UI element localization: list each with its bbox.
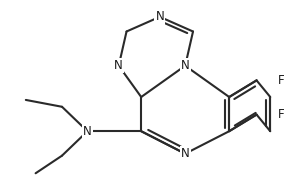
Text: N: N [114,59,123,72]
Text: N: N [155,10,164,23]
Text: N: N [181,59,190,72]
Text: N: N [83,125,92,138]
Text: F: F [278,74,285,87]
Text: N: N [181,147,190,160]
Text: F: F [278,108,285,121]
